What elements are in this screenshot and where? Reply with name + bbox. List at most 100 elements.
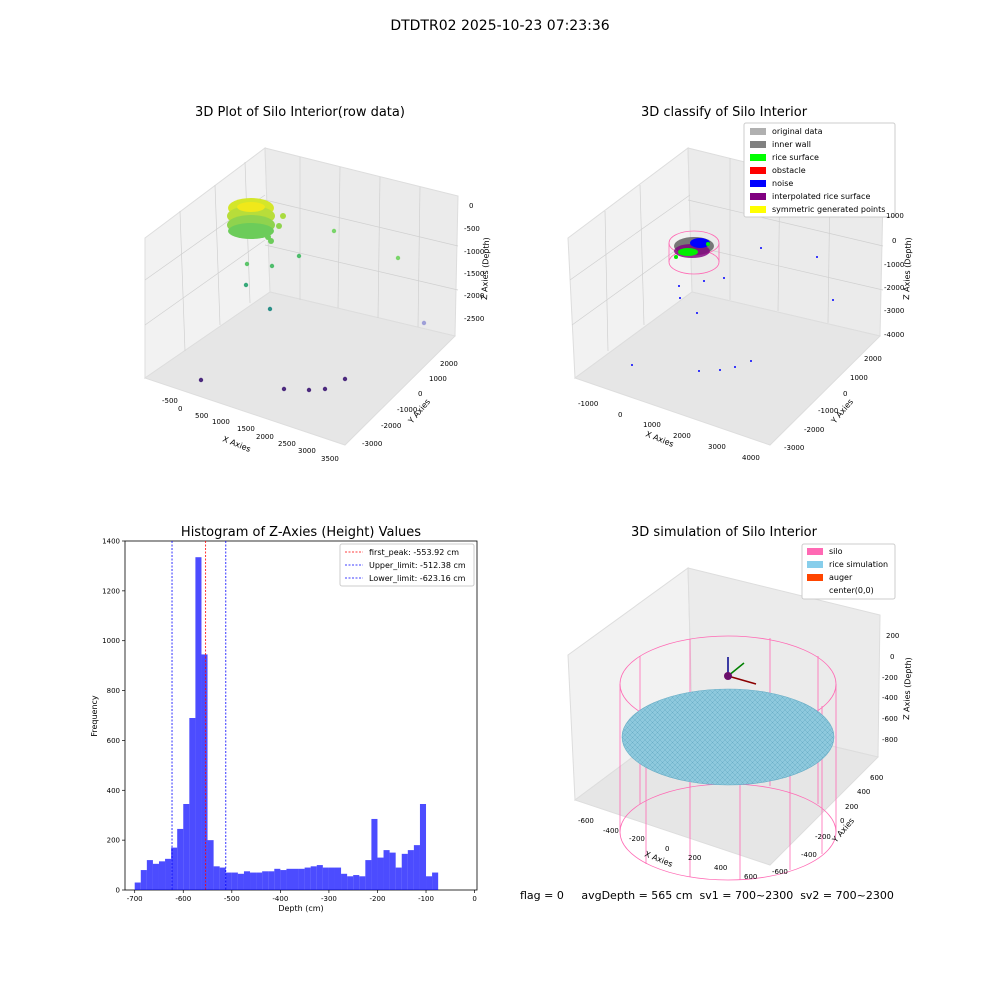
- p1-xtick: 3500: [321, 455, 339, 463]
- p4-ztick: -200: [882, 674, 898, 682]
- panel4-axes-triad: [724, 657, 757, 685]
- legend-swatch: [750, 167, 766, 174]
- hist-title: Histogram of Z-Axies (Height) Values: [181, 525, 421, 540]
- hist-lines: [171, 541, 227, 890]
- p1-ytick: 2000: [440, 360, 458, 368]
- hist-bar: [328, 867, 335, 890]
- legend-label: symmetric generated points: [772, 205, 885, 214]
- legend-swatch: [750, 193, 766, 200]
- hist-ytick-label: 400: [107, 787, 120, 795]
- legend-swatch: [807, 574, 823, 581]
- hist-bar: [395, 867, 402, 890]
- legend-label: silo: [829, 547, 843, 556]
- panel4-legend: silo rice simulation auger center(0,0): [801, 543, 896, 600]
- p1-ytick: -1000: [397, 406, 417, 414]
- p4-ytick: 400: [857, 788, 870, 796]
- hist-bar: [316, 865, 323, 890]
- panel2-floor-pane: [573, 291, 881, 446]
- p2-xtick: 2000: [673, 432, 691, 440]
- panel1-floor-pane: [143, 291, 456, 446]
- p1-ytick: -3000: [362, 440, 382, 448]
- hist-bar: [158, 861, 166, 890]
- p2-xtick: 0: [618, 411, 622, 419]
- hist-ytick-label: 1200: [102, 587, 120, 595]
- p1-ztick: -2000: [464, 292, 484, 300]
- p4-ytick: 0: [840, 817, 844, 825]
- p2-ztick: 0: [892, 237, 896, 245]
- panel2-x-ticks: -1000 0 1000 2000 3000 4000: [578, 400, 760, 462]
- panel4-rice-surface: [621, 688, 835, 786]
- status-footer: flag = 0 avgDepth = 565 cm sv1 = 700~230…: [520, 889, 894, 902]
- hist-bar: [177, 828, 184, 890]
- hist-bar: [146, 860, 153, 890]
- hist-bar: [201, 654, 208, 890]
- hist-bar: [189, 717, 196, 890]
- p2-ytick: 1000: [850, 374, 868, 382]
- hist-bar: [419, 803, 427, 890]
- hist-bar: [250, 872, 257, 890]
- panel2-y-ticks: -3000 -2000 -1000 0 1000 2000: [784, 355, 882, 452]
- p4-ytick: -200: [815, 833, 831, 841]
- panel1-z-ticks: 0 -500 -1000 -1500 -2000 -2500: [464, 202, 484, 323]
- p2-ztick: -4000: [884, 331, 904, 339]
- legend-frame: [801, 543, 896, 600]
- p2-ytick: -3000: [784, 444, 804, 452]
- legend-label: rice simulation: [829, 560, 888, 569]
- p4-ztick: 0: [890, 653, 894, 661]
- panel-histogram: Histogram of Z-Axies (Height) Values -70…: [90, 525, 478, 913]
- hist-ytick-label: 1400: [102, 538, 120, 546]
- hist-bar: [280, 870, 287, 890]
- p1-xtick: 1500: [237, 425, 255, 433]
- legend-label: interpolated rice surface: [772, 192, 870, 201]
- hist-bar: [371, 818, 378, 890]
- p1-xtick: 2000: [256, 433, 274, 441]
- hist-y-ticks: 0 200 400 600 800 1000 1200 1400: [102, 538, 125, 895]
- legend-label: Lower_limit: -623.16 cm: [369, 574, 466, 583]
- p4-xtick: 0: [665, 845, 669, 853]
- p2-zlabel: Z Axies (Depth): [902, 237, 913, 300]
- p2-ztick: -2000: [884, 284, 904, 292]
- p1-ztick: 0: [469, 202, 473, 210]
- p4-xtick: -600: [578, 817, 594, 825]
- hist-bar: [322, 867, 329, 890]
- hist-bars: [134, 557, 439, 890]
- panel4-x-ticks: -600 -400 -200 0 200 400 600: [578, 817, 757, 881]
- hist-bar: [292, 868, 299, 890]
- hist-bar: [213, 866, 220, 890]
- panel1-title: 3D Plot of Silo Interior(row data): [195, 105, 405, 120]
- hist-bar: [183, 803, 190, 890]
- hist-ytick-label: 600: [107, 737, 120, 745]
- hist-xtick-label: -200: [370, 895, 386, 903]
- p1-xtick: 500: [195, 412, 208, 420]
- hist-bar: [237, 873, 244, 890]
- hist-ylabel: Frequency: [90, 695, 99, 737]
- p2-ytick: -1000: [818, 407, 838, 415]
- hist-bar: [274, 868, 281, 890]
- hist-bar: [256, 872, 263, 890]
- hist-bar: [219, 867, 226, 890]
- hist-bar: [134, 882, 141, 890]
- hist-x-ticks: -700 -600 -500 -400 -300 -200 -100 0: [127, 890, 477, 903]
- hist-bar: [140, 870, 147, 890]
- hist-bar: [426, 876, 433, 890]
- hist-bar: [286, 868, 293, 890]
- hist-bar: [377, 857, 384, 890]
- hist-bar: [347, 876, 354, 890]
- p2-ytick: 0: [843, 390, 847, 398]
- p1-xtick: 3000: [298, 447, 316, 455]
- p1-ztick: -1500: [464, 270, 484, 278]
- panel1-y-ticks: -3000 -2000 -1000 0 1000 2000: [362, 360, 458, 448]
- p4-ytick: -600: [772, 868, 788, 876]
- legend-swatch: [750, 154, 766, 161]
- p4-ztick: -400: [882, 694, 898, 702]
- hist-xtick-label: 0: [472, 895, 476, 903]
- p4-xtick: 400: [714, 864, 727, 872]
- legend-swatch: [807, 561, 823, 568]
- p2-xtick: 1000: [643, 421, 661, 429]
- legend-label: noise: [772, 179, 793, 188]
- p4-xtick: 600: [744, 873, 757, 881]
- p2-ytick: -2000: [804, 426, 824, 434]
- hist-xtick-label: -500: [224, 895, 240, 903]
- legend-frame: [339, 543, 475, 587]
- p4-ytick: 200: [845, 803, 858, 811]
